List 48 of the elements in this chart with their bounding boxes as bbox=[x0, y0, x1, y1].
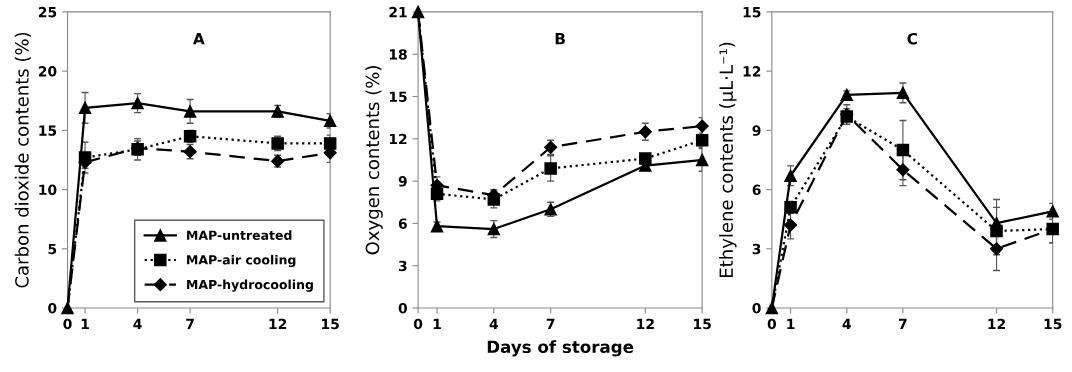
text: B bbox=[555, 33, 565, 45]
y-tick-label: 18 bbox=[389, 49, 407, 60]
x-tick-label: 7 bbox=[186, 318, 194, 329]
x-tick-label: 4 bbox=[842, 318, 851, 329]
x-tick-label: 7 bbox=[546, 318, 555, 329]
legend-label: MAP-hydrocooling bbox=[187, 279, 313, 292]
legend-label: MAP-untreated bbox=[187, 230, 292, 240]
y-tick-label: 3 bbox=[398, 260, 407, 272]
text: C bbox=[907, 32, 917, 45]
x-tick-label: 1 bbox=[81, 318, 89, 329]
y-tick-label: 12 bbox=[743, 66, 761, 77]
x-tick-label: 15 bbox=[1044, 318, 1062, 330]
x-tick-label: 1 bbox=[787, 318, 795, 329]
x-tick-label: 0 bbox=[63, 318, 72, 330]
y-tick-label: 15 bbox=[389, 91, 407, 102]
y-axis-title: Carbon dioxide contents (%) bbox=[14, 32, 31, 288]
y-tick-label: 15 bbox=[743, 7, 761, 18]
y-tick-label: 12 bbox=[389, 133, 407, 145]
y-axis-title: Ethylene contents (μL·L⁻¹) bbox=[719, 42, 737, 277]
y-axis-title: Oxygen contents (%) bbox=[365, 66, 383, 255]
y-tick-label: 21 bbox=[389, 6, 407, 18]
text: A bbox=[193, 33, 205, 45]
y-tick-label: 3 bbox=[752, 243, 761, 255]
x-tick-label: 4 bbox=[133, 318, 142, 329]
y-tick-label: 0 bbox=[48, 302, 57, 314]
x-tick-label: 0 bbox=[767, 318, 777, 330]
y-tick-label: 0 bbox=[752, 302, 761, 314]
x-tick-label: 15 bbox=[322, 318, 339, 330]
y-tick-label: 15 bbox=[39, 125, 57, 136]
y-tick-label: 5 bbox=[48, 243, 57, 255]
x-tick-label: 15 bbox=[694, 318, 711, 330]
y-tick-label: 20 bbox=[38, 66, 57, 77]
y-tick-label: 0 bbox=[398, 302, 407, 314]
x-axis-title: Days of storage bbox=[487, 340, 634, 357]
y-tick-label: 6 bbox=[398, 218, 407, 229]
x-tick-label: 1 bbox=[433, 318, 441, 329]
y-tick-label: 9 bbox=[398, 176, 407, 187]
y-tick-label: 25 bbox=[38, 6, 57, 18]
x-tick-label: 12 bbox=[269, 318, 287, 329]
y-tick-label: 10 bbox=[39, 184, 57, 196]
y-tick-label: 6 bbox=[752, 184, 761, 196]
x-tick-label: 12 bbox=[988, 318, 1005, 329]
x-tick-label: 12 bbox=[637, 318, 654, 329]
x-tick-label: 4 bbox=[489, 318, 499, 329]
y-tick-label: 9 bbox=[752, 125, 761, 136]
legend-label: MAP-air cooling bbox=[187, 254, 296, 268]
x-tick-label: 7 bbox=[899, 318, 907, 329]
x-tick-label: 0 bbox=[413, 318, 423, 330]
